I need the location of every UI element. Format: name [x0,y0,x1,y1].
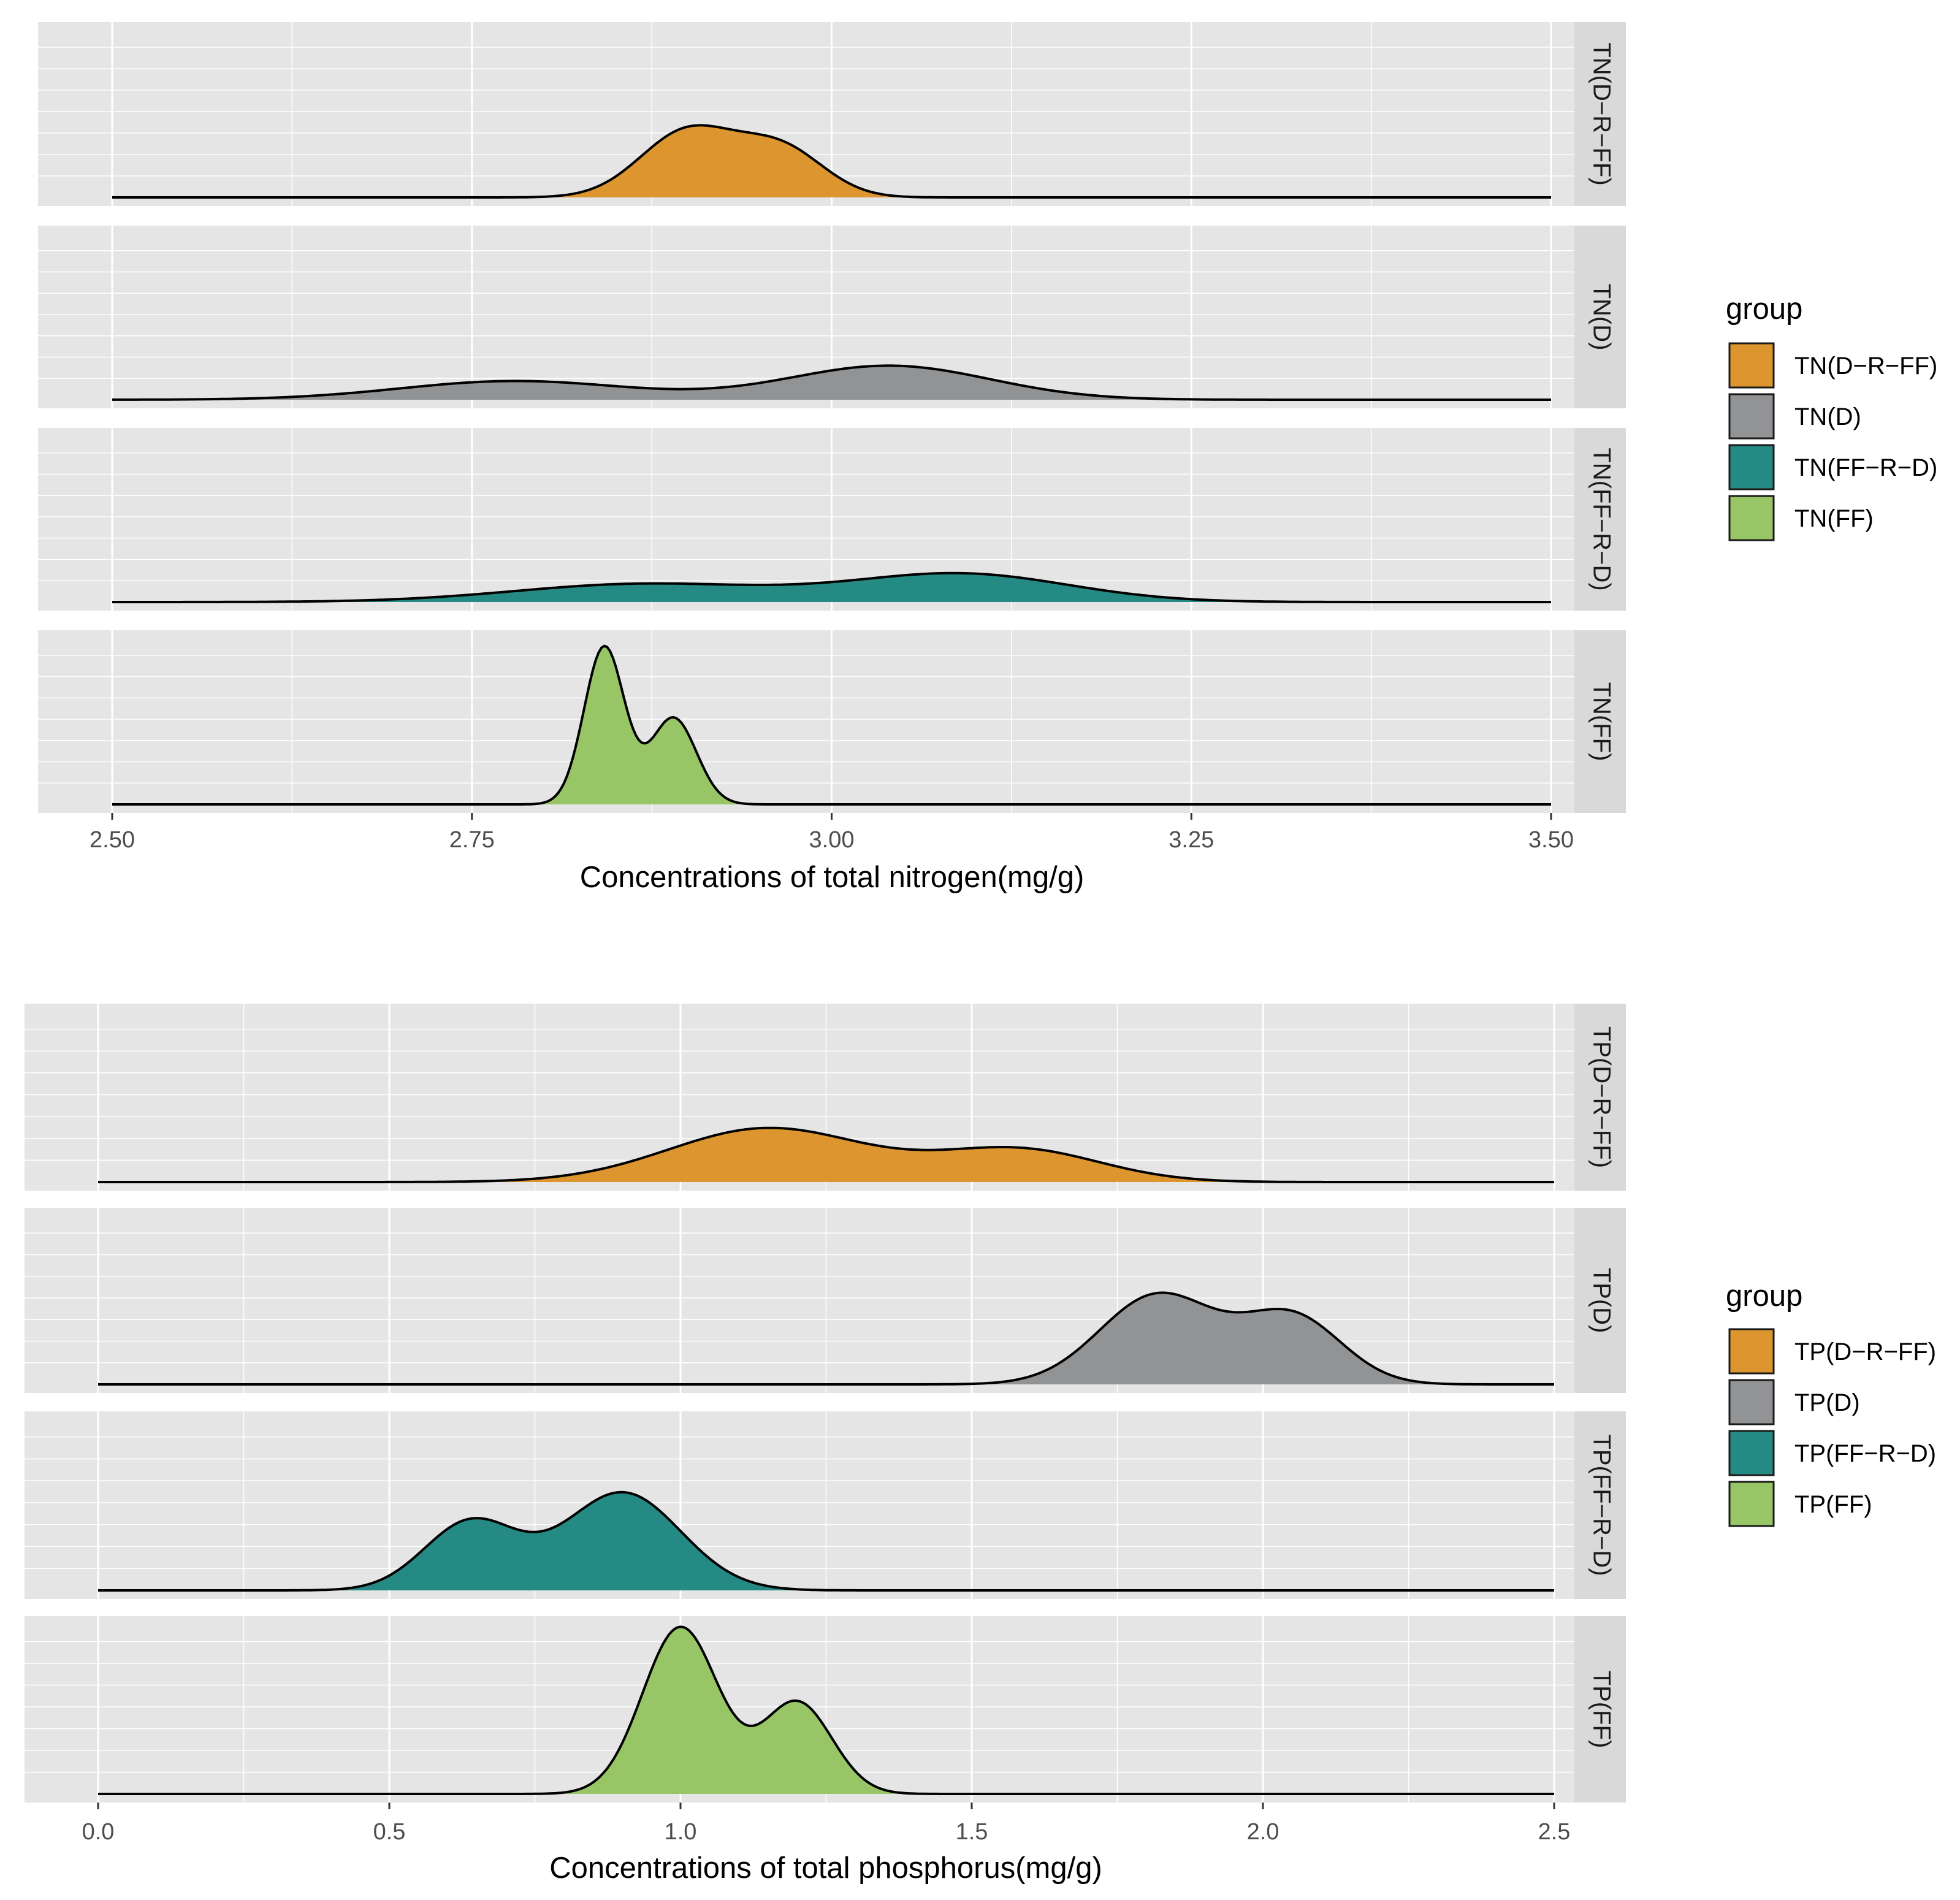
strip-tn-ff-r-d [1574,428,1626,611]
strip-tp-ff [1574,1616,1626,1803]
density-line-tn-ff-r-d [112,571,1551,603]
density-line-tn-d [112,364,1551,401]
strip-label-tn-d-r-ff: TN(D−R−FF) [1588,42,1615,185]
density-area-tp-d [98,1292,1554,1384]
legend-title: group [1726,292,1802,326]
legend-label-tn-ff-r-d: TN(FF−R−D) [1794,454,1937,481]
legend-key-tp-d-r-ff [1728,1328,1775,1375]
legend-label-tn-d: TN(D) [1794,403,1861,430]
x-tick-label: 2.5 [1538,1819,1571,1845]
legend-key-tp-d [1728,1379,1775,1425]
strip-tn-d-r-ff [1574,22,1626,206]
x-tick-label: 3.00 [809,827,855,853]
strip-label-tp-ff-r-d: TP(FF−R−D) [1588,1434,1615,1576]
density-line-tn-ff [112,644,1551,806]
strip-label-tp-ff: TP(FF) [1588,1671,1615,1749]
x-axis-title: Concentrations of total phosphorus(mg/g) [549,1852,1102,1885]
x-tick-label: 3.50 [1528,827,1574,853]
density-area-tp-ff [98,1627,1554,1794]
legend-key-tp-ff-r-d [1728,1430,1775,1476]
strip-tn-ff [1574,630,1626,813]
strip-label-tn-ff: TN(FF) [1588,682,1615,761]
x-tick-label: 1.5 [956,1819,988,1845]
strip-tp-ff-r-d [1574,1411,1626,1599]
x-tick-label: 1.0 [665,1819,697,1845]
x-tick-label: 2.50 [90,827,135,853]
x-tick-label: 3.25 [1169,827,1214,853]
x-tick-label: 2.75 [449,827,495,853]
phosphorus-density-chart: TP(D−R−FF) TP(D) TP(FF−R−D) TP(FF) 0.0 0.5 1.0… [25,1004,1936,1885]
legend-label-tp-ff-r-d: TP(FF−R−D) [1794,1440,1936,1467]
legend-key-tn-d [1728,393,1775,440]
density-line-tn-d-r-ff [112,124,1551,199]
strip-label-tp-d: TP(D) [1588,1268,1615,1333]
x-tick-label: 2.0 [1247,1819,1279,1845]
legend-key-tn-ff [1728,495,1775,541]
strip-tp-d-r-ff [1574,1004,1626,1191]
legend-key-tn-ff-r-d [1728,444,1775,490]
legend-key-tn-d-r-ff [1728,342,1775,389]
legend-label-tp-d: TP(D) [1794,1389,1860,1416]
x-tick-label: 0.0 [82,1819,115,1845]
strip-label-tn-ff-r-d: TN(FF−R−D) [1588,448,1615,590]
legend-label-tp-d-r-ff: TP(D−R−FF) [1794,1338,1936,1365]
density-line-tp-ff [98,1625,1554,1795]
legend-key-tp-ff [1728,1481,1775,1527]
density-line-tp-ff-r-d [98,1490,1554,1592]
x-tick-label: 0.5 [373,1819,406,1845]
strip-label-tp-d-r-ff: TP(D−R−FF) [1588,1026,1615,1168]
nitrogen-density-chart: TN(D−R−FF) TN(D) TN(FF−R−D) TN(FF) 2.50 2.75 3… [38,22,1937,894]
legend: group TN(D−R−FF) TN(D) TN(FF−R−D) TN(FF) [1726,292,1937,541]
legend-title: group [1726,1280,1802,1313]
density-line-tp-d [98,1291,1554,1386]
legend-label-tp-ff: TP(FF) [1794,1491,1872,1518]
legend: group TP(D−R−FF) TP(D) TP(FF−R−D) TP(FF) [1726,1280,1936,1527]
strip-tn-d [1574,226,1626,408]
panel-tn-ff-r-d [38,428,1574,611]
panel-tn-ff [38,630,1574,813]
panel-tp-ff-r-d [25,1411,1574,1599]
density-area-tp-d-r-ff [98,1127,1554,1182]
legend-label-tn-ff: TN(FF) [1794,505,1874,532]
density-area-tn-d-r-ff [112,125,1551,197]
strip-tp-d [1574,1208,1626,1393]
density-area-tp-ff-r-d [98,1492,1554,1590]
legend-label-tn-d-r-ff: TN(D−R−FF) [1794,353,1937,380]
density-area-tn-d [112,365,1551,400]
x-axis-title: Concentrations of total nitrogen(mg/g) [580,861,1085,894]
strip-label-tn-d: TN(D) [1588,284,1615,351]
density-line-tp-d-r-ff [98,1126,1554,1183]
